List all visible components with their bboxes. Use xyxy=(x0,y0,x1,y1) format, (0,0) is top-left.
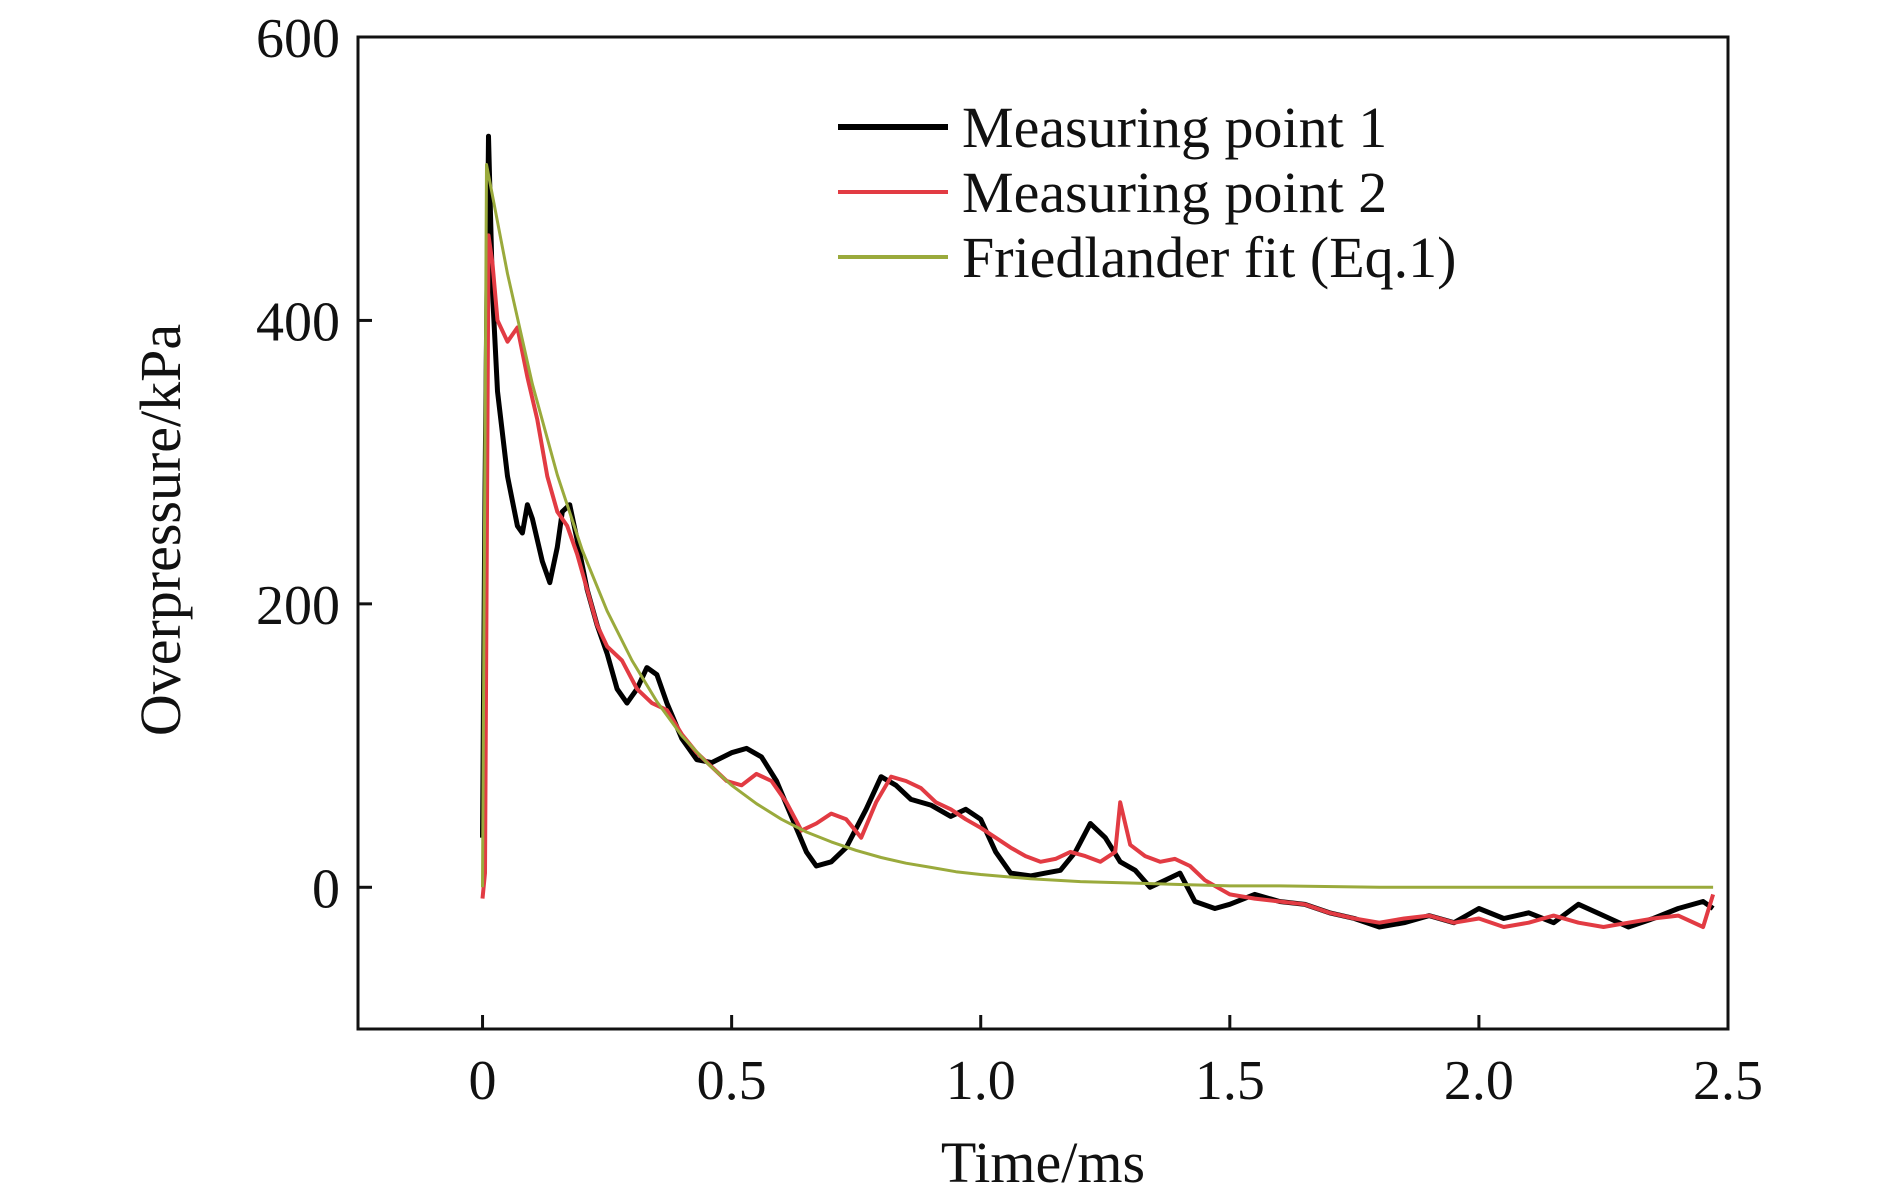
x-tick-label: 1.5 xyxy=(1195,1050,1265,1112)
series-layer xyxy=(480,133,1716,930)
series-line-3 xyxy=(481,163,1714,889)
y-axis-title: Overpressure/kPa xyxy=(128,324,193,736)
series-line-2 xyxy=(480,233,1716,929)
x-tick-label: 2.0 xyxy=(1444,1050,1514,1112)
x-tick-label: 2.5 xyxy=(1693,1050,1763,1112)
y-tick-label: 600 xyxy=(256,8,340,70)
x-tick-label: 0 xyxy=(469,1050,497,1112)
x-axis-ticks: 0 0.5 1.0 1.5 2.0 2.5 xyxy=(469,1015,1763,1112)
legend-label-3: Friedlander fit (Eq.1) xyxy=(962,225,1456,290)
plot-frame xyxy=(356,35,1730,1031)
y-tick-label: 400 xyxy=(256,291,340,353)
legend-label-2: Measuring point 2 xyxy=(962,160,1387,225)
x-tick-label: 0.5 xyxy=(697,1050,767,1112)
legend: Measuring point 1 Measuring point 2 Frie… xyxy=(838,95,1456,290)
x-axis-title: Time/ms xyxy=(941,1130,1145,1186)
y-axis-ticks: 0 200 400 600 xyxy=(256,8,372,920)
legend-label-1: Measuring point 1 xyxy=(962,95,1387,160)
series-line-1 xyxy=(480,133,1715,930)
x-tick-label: 1.0 xyxy=(946,1050,1016,1112)
y-tick-label: 0 xyxy=(312,858,340,920)
y-tick-label: 200 xyxy=(256,575,340,637)
